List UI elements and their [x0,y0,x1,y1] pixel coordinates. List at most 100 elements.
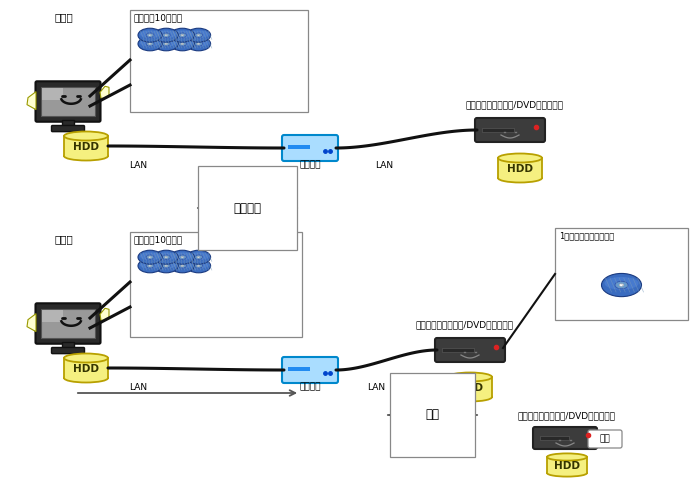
FancyBboxPatch shape [64,136,108,156]
Ellipse shape [170,259,195,273]
Ellipse shape [165,34,167,36]
FancyBboxPatch shape [442,347,474,352]
Ellipse shape [413,434,447,446]
FancyBboxPatch shape [288,145,310,149]
Ellipse shape [138,259,162,273]
Ellipse shape [178,255,186,260]
Text: ルーター: ルーター [300,383,321,391]
FancyBboxPatch shape [36,303,101,344]
Ellipse shape [195,42,202,46]
Ellipse shape [165,265,167,267]
Ellipse shape [146,263,154,268]
FancyBboxPatch shape [64,358,108,378]
FancyBboxPatch shape [42,88,62,100]
Ellipse shape [424,438,437,446]
Text: 移動: 移動 [426,409,440,422]
Text: LAN: LAN [129,160,147,170]
FancyBboxPatch shape [448,377,492,397]
FancyBboxPatch shape [130,232,302,337]
Ellipse shape [146,255,154,260]
FancyBboxPatch shape [62,342,74,349]
FancyBboxPatch shape [588,430,622,448]
FancyBboxPatch shape [41,309,95,338]
Ellipse shape [156,30,176,38]
Ellipse shape [170,28,195,42]
Ellipse shape [146,42,154,46]
Ellipse shape [64,151,108,160]
Ellipse shape [188,39,209,46]
Ellipse shape [195,263,202,268]
Ellipse shape [138,28,162,42]
Text: ルーター: ルーター [300,160,321,170]
FancyBboxPatch shape [540,435,569,440]
Ellipse shape [181,34,183,36]
FancyBboxPatch shape [547,457,587,473]
Ellipse shape [547,454,587,461]
FancyBboxPatch shape [282,357,338,383]
FancyBboxPatch shape [435,338,505,362]
Ellipse shape [197,256,200,258]
Ellipse shape [178,263,186,268]
FancyBboxPatch shape [555,228,688,320]
Ellipse shape [170,250,195,264]
Ellipse shape [64,132,108,140]
Ellipse shape [162,33,170,37]
Text: ブルーレイディスク/DVDレコーダー: ブルーレイディスク/DVDレコーダー [466,101,564,110]
Ellipse shape [156,252,176,260]
Ellipse shape [601,274,641,297]
Ellipse shape [197,34,200,36]
Text: LAN: LAN [367,383,385,391]
Ellipse shape [140,252,160,260]
FancyBboxPatch shape [41,87,95,116]
Ellipse shape [187,28,211,42]
FancyBboxPatch shape [282,135,338,161]
Ellipse shape [148,34,151,36]
Text: ビエラ: ビエラ [55,234,74,244]
Text: HDD: HDD [73,364,99,374]
Ellipse shape [172,30,192,38]
Ellipse shape [138,37,162,51]
Ellipse shape [154,250,178,264]
Ellipse shape [154,28,178,42]
Text: ダビング: ダビング [234,202,262,215]
Ellipse shape [187,250,211,264]
Text: ダビング10の番組: ダビング10の番組 [134,13,183,23]
Ellipse shape [178,42,186,46]
Ellipse shape [428,441,432,443]
Text: HDD: HDD [457,383,483,393]
FancyBboxPatch shape [482,127,514,132]
FancyBboxPatch shape [42,310,62,322]
Ellipse shape [188,261,209,269]
Text: HDD: HDD [73,142,99,152]
Text: ダビング10の番組: ダビング10の番組 [134,236,183,244]
Ellipse shape [140,261,160,269]
Ellipse shape [181,265,183,267]
Ellipse shape [197,43,200,45]
Ellipse shape [187,37,211,51]
Ellipse shape [148,256,151,258]
Text: ブルーレイディスク/DVDレコーダー: ブルーレイディスク/DVDレコーダー [518,411,616,421]
Ellipse shape [148,43,151,45]
Ellipse shape [615,281,628,289]
Ellipse shape [148,265,151,267]
FancyBboxPatch shape [36,81,101,122]
Text: 1回だけ録画可能の番組: 1回だけ録画可能の番組 [559,231,615,240]
Text: ブルーレイディスク/DVDレコーダー: ブルーレイディスク/DVDレコーダー [416,320,514,330]
Ellipse shape [448,373,492,381]
Polygon shape [100,308,109,320]
Text: LAN: LAN [129,383,147,391]
Ellipse shape [162,42,170,46]
Ellipse shape [547,469,587,477]
FancyBboxPatch shape [52,125,85,132]
Text: 消去: 消去 [600,434,610,444]
Polygon shape [27,91,36,110]
Text: HDD: HDD [554,461,580,471]
Ellipse shape [172,261,192,269]
Ellipse shape [181,256,183,258]
Ellipse shape [178,33,186,37]
Text: ビエラ: ビエラ [55,12,74,22]
Polygon shape [27,314,36,331]
FancyBboxPatch shape [533,427,597,449]
Ellipse shape [448,392,492,401]
Ellipse shape [187,259,211,273]
